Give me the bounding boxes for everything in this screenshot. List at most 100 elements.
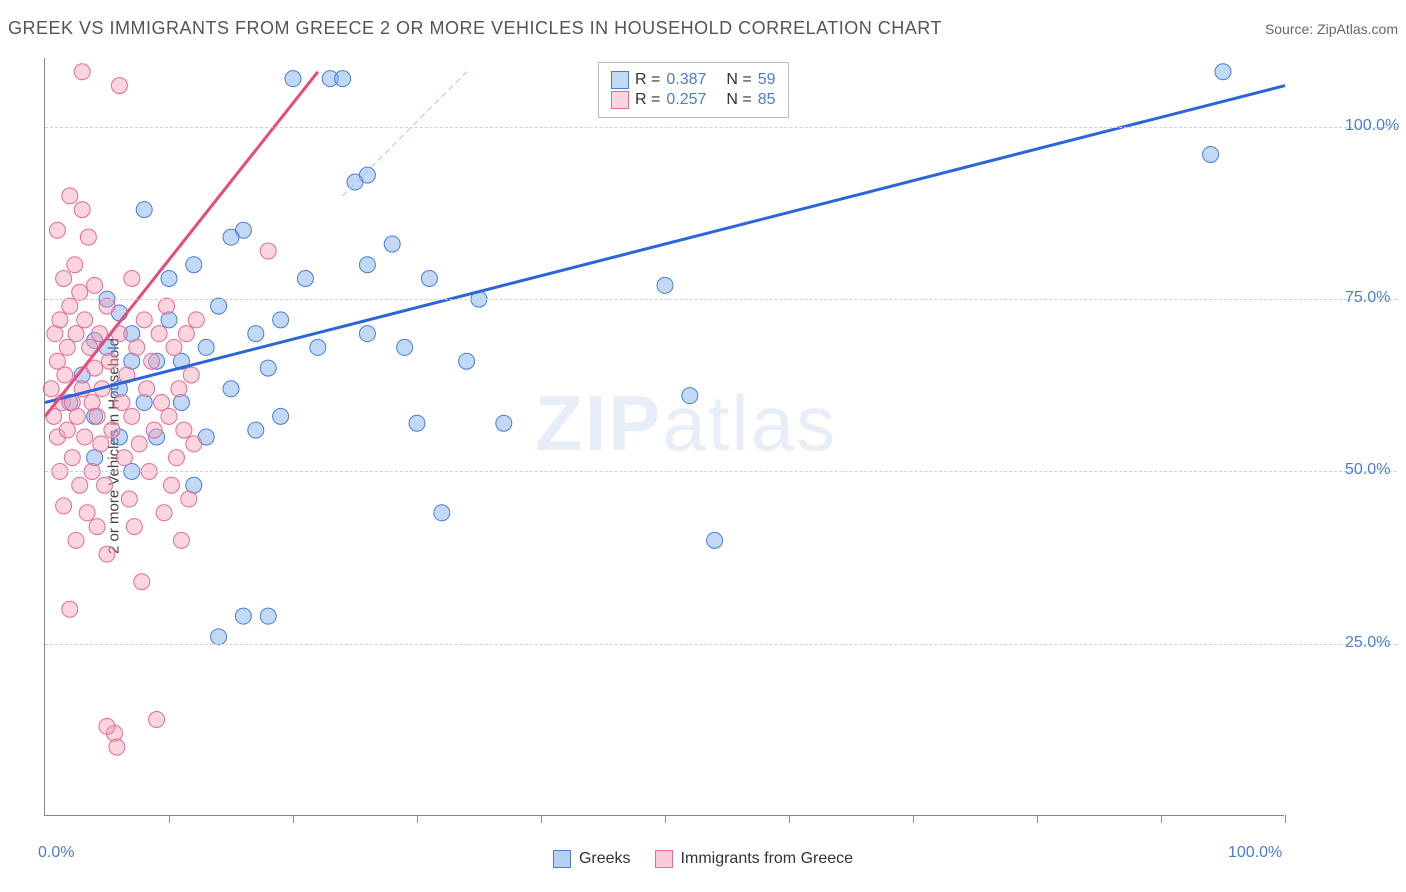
data-point: [68, 532, 84, 548]
gridline: [45, 644, 1397, 645]
data-point: [260, 360, 276, 376]
data-point: [69, 408, 85, 424]
data-point: [211, 629, 227, 645]
xtick: [913, 815, 914, 823]
xaxis-label: 100.0%: [1228, 844, 1282, 862]
data-point: [146, 422, 162, 438]
xaxis-label: 0.0%: [38, 844, 74, 862]
xtick: [1037, 815, 1038, 823]
data-point: [1215, 64, 1231, 80]
gridline: [45, 471, 1397, 472]
xtick: [293, 815, 294, 823]
data-point: [74, 202, 90, 218]
legend-swatch: [611, 71, 629, 89]
data-point: [248, 422, 264, 438]
ytick-label: 100.0%: [1345, 117, 1399, 135]
data-point: [188, 312, 204, 328]
ytick-label: 50.0%: [1345, 461, 1390, 479]
data-point: [43, 381, 59, 397]
data-point: [1203, 146, 1219, 162]
data-point: [359, 326, 375, 342]
data-point: [67, 257, 83, 273]
data-point: [114, 395, 130, 411]
chart-source: Source: ZipAtlas.com: [1265, 21, 1398, 37]
xtick: [169, 815, 170, 823]
data-point: [285, 71, 301, 87]
data-point: [186, 257, 202, 273]
data-point: [99, 546, 115, 562]
data-point: [260, 608, 276, 624]
data-point: [77, 429, 93, 445]
data-point: [144, 353, 160, 369]
data-point: [89, 519, 105, 535]
legend-series: GreeksImmigrants from Greece: [553, 850, 853, 868]
data-point: [136, 395, 152, 411]
data-point: [74, 64, 90, 80]
data-point: [87, 277, 103, 293]
legend-stats-box: R = 0.387N = 59R = 0.257N = 85: [598, 62, 789, 118]
xtick: [1161, 815, 1162, 823]
data-point: [72, 284, 88, 300]
data-point: [181, 491, 197, 507]
data-point: [173, 395, 189, 411]
data-point: [168, 450, 184, 466]
data-point: [682, 388, 698, 404]
data-point: [131, 436, 147, 452]
data-point: [235, 608, 251, 624]
legend-stat-row: R = 0.387N = 59: [611, 71, 776, 89]
data-point: [121, 491, 137, 507]
data-point: [134, 574, 150, 590]
chart-header: GREEK VS IMMIGRANTS FROM GREECE 2 OR MOR…: [8, 18, 1398, 39]
data-point: [124, 271, 140, 287]
data-point: [186, 436, 202, 452]
data-point: [198, 339, 214, 355]
data-point: [72, 477, 88, 493]
data-point: [101, 353, 117, 369]
data-point: [421, 271, 437, 287]
data-point: [80, 229, 96, 245]
data-point: [99, 298, 115, 314]
data-point: [434, 505, 450, 521]
gridline: [45, 127, 1397, 128]
data-point: [273, 408, 289, 424]
data-point: [136, 202, 152, 218]
ytick-label: 75.0%: [1345, 289, 1390, 307]
data-point: [126, 519, 142, 535]
legend-item: Immigrants from Greece: [655, 850, 853, 868]
data-point: [56, 271, 72, 287]
data-point: [159, 298, 175, 314]
data-point: [707, 532, 723, 548]
data-point: [156, 505, 172, 521]
data-point: [59, 339, 75, 355]
xtick: [541, 815, 542, 823]
data-point: [397, 339, 413, 355]
data-point: [49, 222, 65, 238]
data-point: [359, 167, 375, 183]
data-point: [124, 408, 140, 424]
data-point: [176, 422, 192, 438]
data-point: [657, 277, 673, 293]
data-point: [104, 422, 120, 438]
data-point: [116, 450, 132, 466]
data-point: [297, 271, 313, 287]
data-point: [62, 188, 78, 204]
legend-swatch: [611, 91, 629, 109]
gridline: [45, 299, 1397, 300]
data-point: [459, 353, 475, 369]
data-point: [79, 505, 95, 521]
data-point: [496, 415, 512, 431]
data-point: [111, 78, 127, 94]
data-point: [136, 312, 152, 328]
data-point: [223, 229, 239, 245]
data-point: [68, 326, 84, 342]
data-point: [248, 326, 264, 342]
data-point: [109, 739, 125, 755]
data-point: [163, 477, 179, 493]
data-point: [77, 312, 93, 328]
data-point: [62, 601, 78, 617]
data-point: [129, 339, 145, 355]
data-point: [273, 312, 289, 328]
data-point: [310, 339, 326, 355]
xtick: [1285, 815, 1286, 823]
legend-swatch: [553, 850, 571, 868]
